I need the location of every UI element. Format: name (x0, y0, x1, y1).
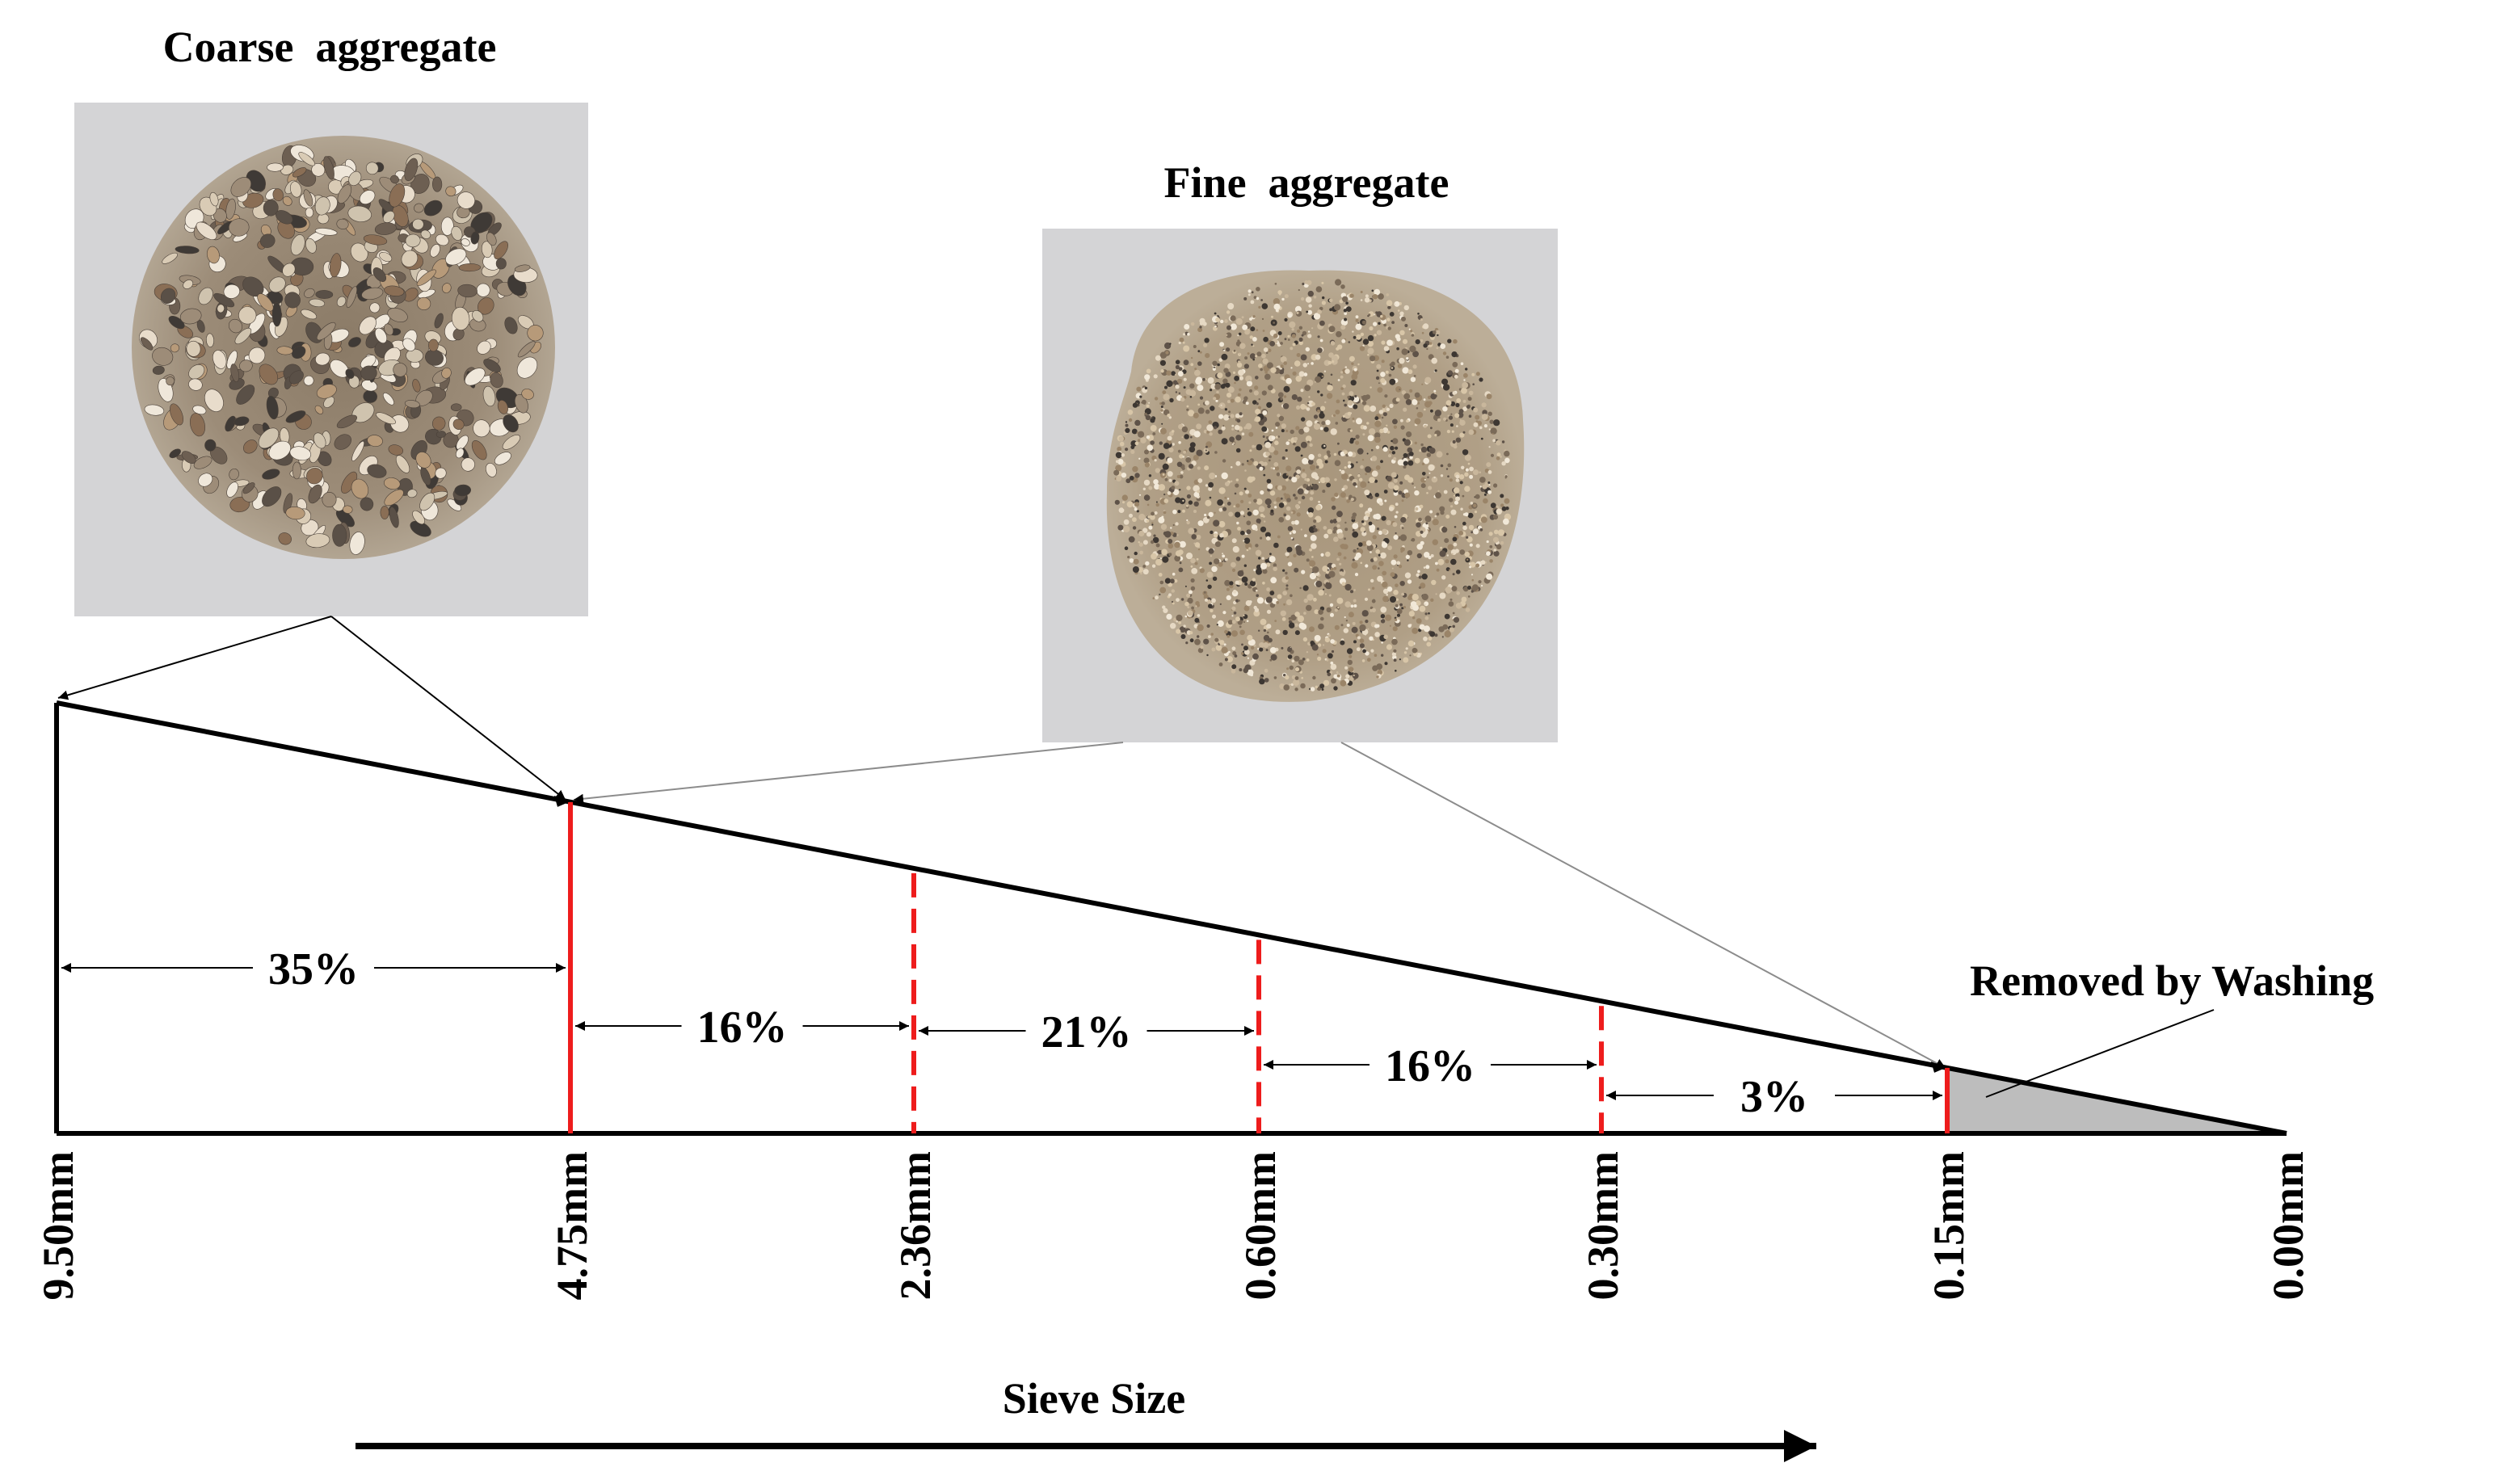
coarse-aggregate-photo (74, 103, 588, 616)
fine-callout-lines (573, 742, 1946, 1069)
coarse-pebble-texture (139, 145, 544, 555)
sieve-size-axis-title: Sieve Size (1003, 1374, 1185, 1423)
fine-aggregate-photo (1042, 229, 1558, 742)
fine-grain-texture (1113, 279, 1512, 692)
gradation-triangle (54, 700, 2287, 1136)
segment-3: 21% (919, 1007, 1254, 1057)
segment-percent-label: 16% (1385, 1041, 1475, 1091)
segment-1: 35% (61, 944, 566, 994)
coarse-callout-lines (57, 616, 566, 801)
sieve-tick-label: 4.75mm (548, 1151, 596, 1300)
fine-aggregate-title: Fine aggregate (1164, 158, 1449, 207)
sieve-tick-label: 9.50mm (34, 1151, 82, 1300)
segment-percent-label: 21% (1041, 1007, 1132, 1057)
sieve-tick-label: 0.15mm (1925, 1151, 1973, 1300)
segment-2: 16% (575, 1003, 909, 1053)
removed-by-washing-label: Removed by Washing (1970, 956, 2374, 1005)
coarse-aggregate-title: Coarse aggregate (163, 23, 497, 71)
sieve-tick-label: 2.36mm (891, 1151, 940, 1300)
callout-arrowhead (1931, 1061, 1946, 1073)
sieve-tick-label: 0.30mm (1579, 1151, 1627, 1300)
callout-arrowhead (554, 795, 569, 807)
removed-by-washing-leader (1985, 1009, 2215, 1098)
sieve-tick-label: 0.60mm (1236, 1151, 1285, 1300)
segment-percent-label: 35% (268, 944, 359, 994)
segment-5: 3% (1606, 1072, 1942, 1122)
segment-percent-label: 3% (1740, 1072, 1808, 1122)
segment-percent-label: 16% (697, 1003, 788, 1053)
segment-4: 16% (1264, 1041, 1597, 1091)
sieve-tick-label: 0.00mm (2264, 1151, 2312, 1300)
